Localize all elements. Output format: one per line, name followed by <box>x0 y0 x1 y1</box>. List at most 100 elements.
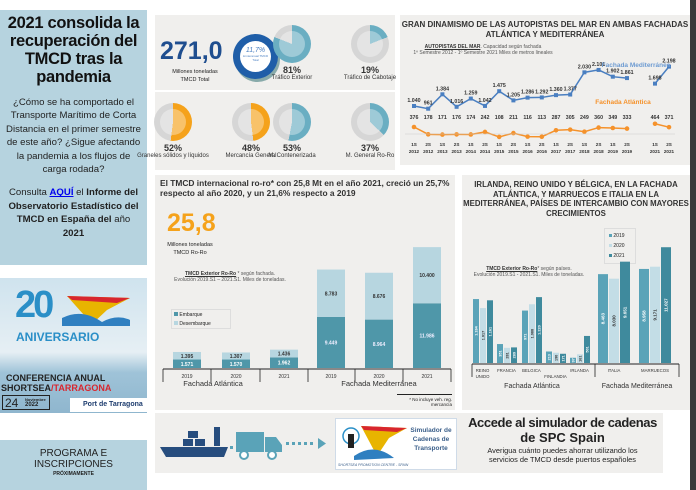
bar-label: 9.651 <box>623 306 628 318</box>
x-tick-label: 2S <box>624 142 630 147</box>
footnote: * No incluye veh. reg. mercancía <box>397 394 452 407</box>
bar-label: 171 <box>562 355 566 361</box>
simulator-logo-button[interactable]: Simulador de Cadenas de Transporte SHORTSE… <box>335 418 457 470</box>
legend-label: Fachada Atlántica <box>595 99 651 106</box>
data-label: 2.198 <box>662 59 675 65</box>
pie-chart-icon <box>232 103 270 141</box>
pie-chart-icon <box>351 103 389 141</box>
pie-chart-icon <box>273 103 311 141</box>
x-tick-label: 1S <box>610 142 616 147</box>
data-label: 178 <box>424 115 433 121</box>
bar-label: 8.783 <box>325 291 338 297</box>
legend-label: Fachada Mediterránea <box>602 62 671 69</box>
bar-2020 <box>609 278 619 363</box>
x-tick-label: 2016 <box>537 149 548 154</box>
data-label: 116 <box>523 115 532 121</box>
conference-subtitle: SHORTSEA/TARRAGONA <box>1 383 112 393</box>
roro-chart-panel: El TMCD internacional ro-ro* con 25,8 Mt… <box>155 175 455 410</box>
pie-label: Graneles sólidos y líquidos <box>137 153 209 159</box>
x-tick-label: 2020 <box>373 374 384 380</box>
data-point <box>554 93 558 98</box>
data-point <box>582 70 587 75</box>
roro-total-value: 25,8 <box>167 209 216 237</box>
bar-label: 8.030 <box>612 315 617 327</box>
chart-title: El TMCD internacional ro-ro* con 25,8 Mt… <box>160 178 450 198</box>
data-label: 2.101 <box>592 62 605 68</box>
bar-label: 1.570 <box>230 362 243 368</box>
x-tick-label: ITALIA <box>608 368 621 373</box>
report-link[interactable]: AQUÍ <box>49 187 74 199</box>
bar-2020 <box>577 354 583 363</box>
data-point <box>426 106 431 111</box>
data-label: 1.698 <box>648 76 661 82</box>
bar-embarque <box>222 359 250 368</box>
data-point <box>553 127 559 133</box>
data-label: 242 <box>481 115 490 121</box>
data-label: 287 <box>552 115 561 121</box>
bar-label: 1.436 <box>278 352 291 358</box>
sidebar: 2021 consolida la recuperación del TMCD … <box>0 0 147 490</box>
x-tick-label: 2012 <box>409 149 420 154</box>
data-point <box>596 125 601 130</box>
ship-truck-icon <box>160 427 326 460</box>
x-tick-label: 2014 <box>480 149 491 154</box>
pie-percent: 53% <box>282 143 301 153</box>
bar-2021 <box>620 261 630 363</box>
pie-percent: 81% <box>282 65 301 75</box>
x-tick-label: 2S <box>482 142 488 147</box>
data-point <box>511 98 516 103</box>
bar-label: 213 <box>548 354 552 360</box>
data-label: 1.384 <box>436 86 449 92</box>
data-label: 108 <box>495 115 504 121</box>
bar-label: 9.171 <box>653 309 658 321</box>
x-tick-label: IRLANDA <box>570 368 589 373</box>
total-tmcd-value: 271,0 <box>160 37 223 65</box>
bar-2019 <box>522 310 528 363</box>
anniversary-banner[interactable]: 20 ANIVERSARIO CONFERENCIA ANUAL SHORTSE… <box>0 278 147 413</box>
data-point <box>539 95 544 100</box>
data-point <box>653 81 657 86</box>
bar-2020 <box>553 352 559 363</box>
x-tick-label: BELGICA <box>522 368 541 373</box>
consulta-text: Consulta AQUÍ el Informe del Observatori… <box>8 187 139 239</box>
bar-label: 1.161 <box>489 327 493 337</box>
pie-percent: 48% <box>241 143 260 153</box>
data-point <box>567 127 573 132</box>
data-point <box>496 134 502 140</box>
x-tick-label: 1S <box>582 142 588 147</box>
data-point <box>454 132 459 137</box>
data-point <box>497 89 502 94</box>
x-tick-label: 2015 <box>508 149 519 154</box>
series-line <box>654 66 670 85</box>
bar-2020 <box>480 308 486 363</box>
x-tick-label: 2012 <box>423 149 434 154</box>
bar-embarque <box>270 357 298 368</box>
data-label: 113 <box>538 115 547 121</box>
programa-button[interactable]: PROGRAMA E INSCRIPCIONES PRÓXIMAMENTE <box>0 440 147 490</box>
data-label: 211 <box>509 115 518 121</box>
bar-label: 10.400 <box>419 273 435 279</box>
x-tick-label: 1S <box>411 142 417 147</box>
data-point <box>440 132 445 137</box>
x-tick-label: MARRUECOS <box>641 368 669 373</box>
pie-chart-icon <box>273 25 311 63</box>
pie-percent: 19% <box>360 65 379 75</box>
anniversary-number: 20 <box>15 284 54 326</box>
x-tick-label: 2S <box>511 142 517 147</box>
data-point <box>525 95 530 100</box>
data-point <box>539 134 545 140</box>
x-tick-label: 2019 <box>608 149 619 154</box>
simulator-banner[interactable]: Simulador de Cadenas de Transporte SHORTSE… <box>155 413 663 473</box>
x-tick-label: 1S <box>496 142 502 147</box>
bar-label: 281 <box>506 352 510 358</box>
x-tick-label: 1S <box>652 142 658 147</box>
pie-label: Tráfico de Cabotaje <box>343 75 397 81</box>
bar-label: 971 <box>524 334 528 340</box>
x-tick-label: 2019 <box>622 149 633 154</box>
pie-label: M. General Ro-Ro <box>345 153 395 159</box>
data-label: 1.259 <box>464 91 477 97</box>
data-label: 349 <box>608 115 617 121</box>
bar-label: 9.449 <box>325 340 338 346</box>
x-tick-label: FINLANDIA <box>544 374 567 379</box>
data-label: 1.040 <box>407 98 420 104</box>
